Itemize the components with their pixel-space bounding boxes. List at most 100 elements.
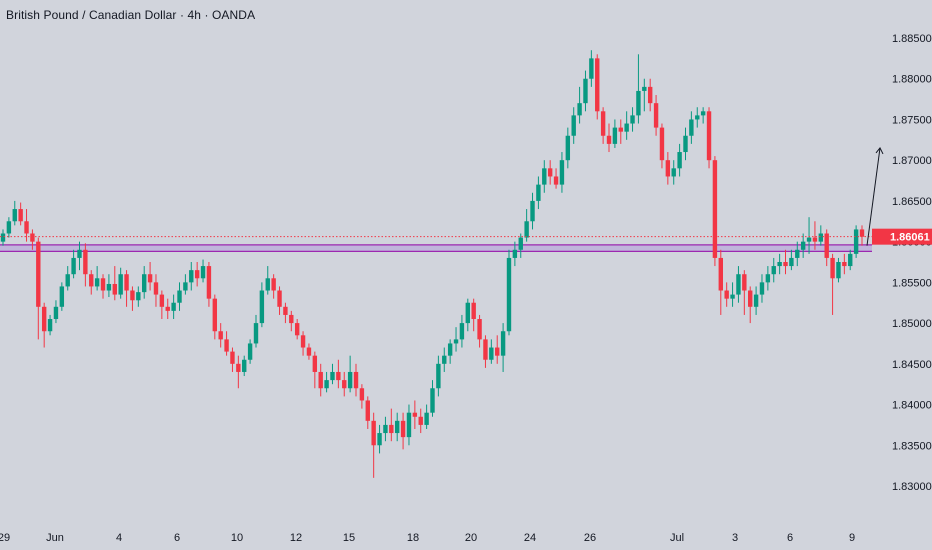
candle[interactable] (853, 225, 859, 258)
candle[interactable] (271, 274, 276, 299)
candle[interactable] (318, 363, 323, 397)
candle[interactable] (230, 347, 235, 372)
candle[interactable] (383, 416, 388, 442)
candle[interactable] (359, 384, 365, 409)
candle[interactable] (806, 217, 812, 254)
candle[interactable] (600, 107, 606, 144)
candle[interactable] (753, 286, 759, 315)
candle[interactable] (153, 274, 159, 307)
candle[interactable] (147, 262, 153, 291)
candle[interactable] (618, 119, 623, 144)
candle[interactable] (759, 274, 765, 303)
candle[interactable] (842, 253, 847, 275)
candle[interactable] (218, 323, 223, 348)
candle[interactable] (277, 286, 282, 315)
candle[interactable] (671, 160, 676, 185)
candle[interactable] (77, 241, 82, 271)
candle[interactable] (30, 229, 35, 250)
candle[interactable] (212, 294, 218, 340)
candle[interactable] (447, 339, 453, 364)
candle[interactable] (542, 160, 547, 193)
candle[interactable] (477, 314, 482, 348)
candle[interactable] (724, 282, 729, 307)
candle[interactable] (324, 371, 329, 393)
candle[interactable] (406, 404, 412, 446)
candle[interactable] (112, 266, 117, 301)
candle[interactable] (312, 351, 318, 389)
candle[interactable] (224, 331, 229, 356)
candle[interactable] (424, 404, 429, 429)
candle[interactable] (253, 314, 259, 348)
candle[interactable] (471, 298, 476, 332)
candle[interactable] (165, 298, 170, 320)
candle[interactable] (118, 267, 123, 299)
candle[interactable] (371, 412, 376, 478)
candle[interactable] (612, 119, 618, 148)
projection-arrow[interactable] (866, 147, 881, 246)
candle[interactable] (659, 123, 665, 169)
candle[interactable] (571, 107, 576, 144)
candle[interactable] (100, 274, 106, 299)
candle[interactable] (347, 355, 353, 393)
candle[interactable] (500, 323, 506, 372)
candle[interactable] (0, 229, 6, 246)
candle[interactable] (589, 50, 594, 87)
candle[interactable] (36, 237, 41, 340)
candle[interactable] (136, 286, 141, 307)
candle[interactable] (777, 253, 782, 275)
candle[interactable] (530, 192, 535, 230)
candle[interactable] (177, 282, 182, 311)
candle[interactable] (294, 319, 300, 340)
candle[interactable] (194, 262, 200, 287)
candle[interactable] (642, 78, 647, 112)
candle[interactable] (783, 249, 788, 275)
candle[interactable] (483, 335, 488, 368)
candle[interactable] (394, 412, 400, 442)
candle[interactable] (365, 396, 370, 429)
candle[interactable] (730, 282, 735, 307)
candle[interactable] (65, 266, 70, 291)
candle[interactable] (47, 314, 53, 336)
candle[interactable] (300, 331, 306, 356)
candle[interactable] (765, 266, 771, 291)
candle[interactable] (459, 314, 465, 348)
candle[interactable] (130, 286, 135, 311)
candle[interactable] (12, 200, 17, 226)
candle[interactable] (636, 54, 641, 124)
candle[interactable] (306, 343, 312, 360)
candle[interactable] (795, 241, 800, 267)
candle[interactable] (18, 202, 23, 226)
candle[interactable] (465, 298, 471, 332)
candle[interactable] (24, 209, 29, 242)
candle[interactable] (624, 111, 629, 140)
candle[interactable] (283, 302, 288, 324)
candle[interactable] (665, 152, 671, 185)
candle[interactable] (159, 290, 165, 320)
price-axis[interactable]: 1.88500 1.88000 1.87500 1.87000 1.86500 1.860… (872, 33, 932, 493)
candle[interactable] (336, 359, 341, 389)
candle[interactable] (748, 286, 753, 324)
candle[interactable] (142, 266, 147, 299)
candle[interactable] (689, 111, 694, 144)
candle[interactable] (630, 107, 635, 132)
candle[interactable] (848, 249, 853, 271)
candle[interactable] (536, 176, 541, 210)
candle[interactable] (94, 266, 100, 291)
candle[interactable] (206, 262, 212, 307)
candle[interactable] (183, 274, 188, 295)
candle[interactable] (71, 249, 76, 279)
candle[interactable] (124, 270, 129, 307)
candle[interactable] (677, 143, 682, 177)
candle[interactable] (653, 95, 659, 136)
candle[interactable] (547, 160, 553, 185)
candle[interactable] (330, 363, 335, 385)
candle[interactable] (389, 408, 394, 442)
candle[interactable] (736, 266, 741, 303)
candle[interactable] (236, 355, 241, 389)
candle[interactable] (506, 249, 512, 336)
candle[interactable] (442, 347, 447, 372)
candle[interactable] (606, 123, 612, 153)
candle[interactable] (189, 262, 194, 291)
candle[interactable] (830, 253, 835, 315)
candle[interactable] (836, 257, 841, 283)
